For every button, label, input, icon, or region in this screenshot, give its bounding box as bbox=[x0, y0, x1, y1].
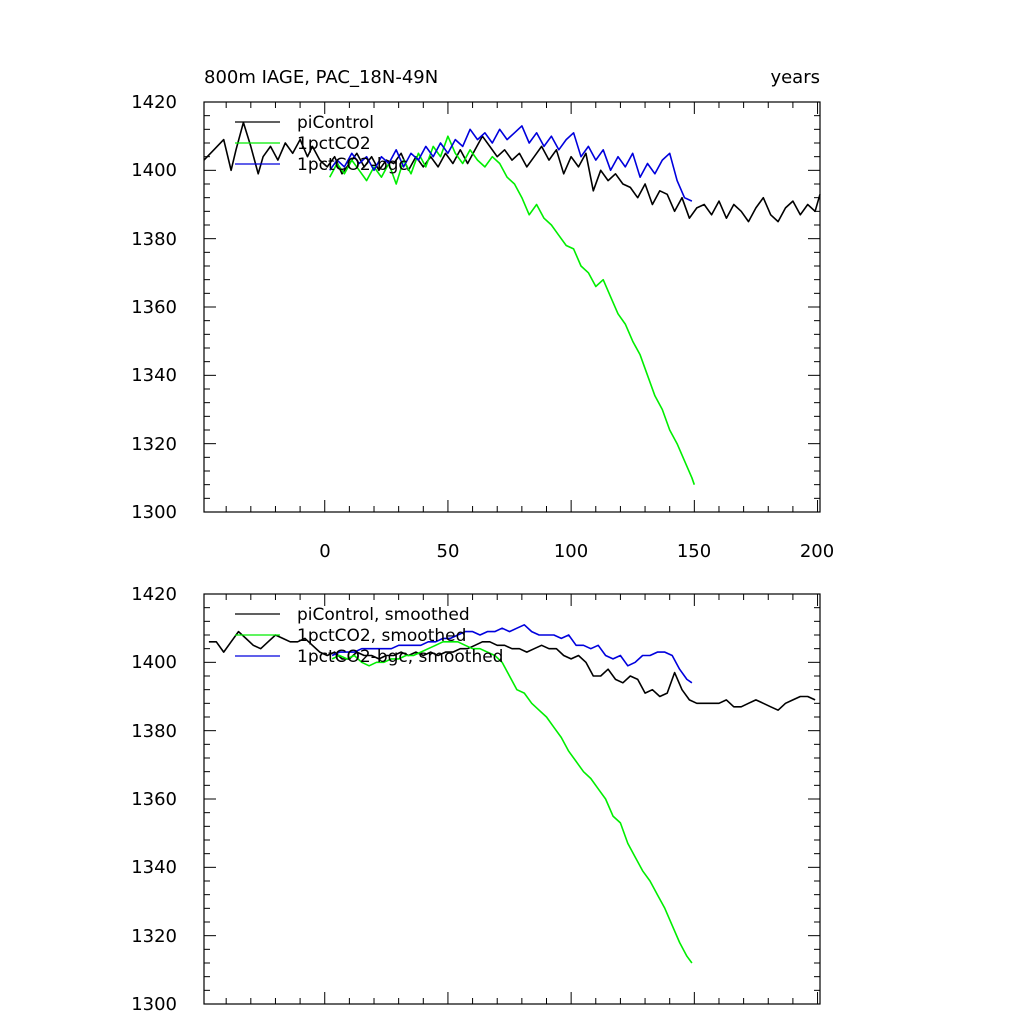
series-line-1pctco2 bbox=[328, 135, 696, 485]
y-tick-labels: 1300 1320 1340 1360 1380 1400 1420 bbox=[131, 92, 177, 523]
y-tick-label: 1360 bbox=[131, 297, 177, 318]
y-tick-label: 1340 bbox=[131, 365, 177, 386]
legend-label: 1pctCO2-bgc bbox=[297, 155, 408, 175]
x-axis-label: years bbox=[770, 67, 820, 88]
y-tick-label: 1320 bbox=[131, 926, 177, 947]
bottom-panel: 1300 1320 1340 1360 1380 1400 1420 piCon… bbox=[131, 584, 821, 1015]
series-line-1pctco2-bgc-smoothed bbox=[331, 623, 693, 684]
series-line-1pctco2-bgc bbox=[329, 125, 693, 202]
y-tick-label: 1380 bbox=[131, 721, 177, 742]
series-line-picontrol-smoothed bbox=[208, 630, 816, 712]
x-tick-label: 50 bbox=[437, 541, 460, 562]
x-tick-labels: 0 50 100 150 200 bbox=[319, 541, 834, 562]
legend: piControl 1pctCO2 1pctCO2-bgc bbox=[235, 113, 408, 175]
chart-title: 800m IAGE, PAC_18N-49N bbox=[204, 67, 438, 88]
top-panel: 800m IAGE, PAC_18N-49N years 1300 1320 1… bbox=[131, 67, 834, 562]
legend-label: piControl bbox=[297, 113, 374, 133]
tick-layer bbox=[204, 101, 820, 513]
y-tick-label: 1380 bbox=[131, 229, 177, 250]
y-tick-label: 1420 bbox=[131, 92, 177, 113]
y-tick-label: 1300 bbox=[131, 502, 177, 523]
series-line-1pctco2-smoothed bbox=[331, 640, 693, 964]
x-tick-label: 150 bbox=[677, 541, 711, 562]
y-tick-label: 1400 bbox=[131, 652, 177, 673]
series-line-picontrol bbox=[203, 121, 821, 223]
y-tick-label: 1400 bbox=[131, 160, 177, 181]
y-tick-label: 1340 bbox=[131, 857, 177, 878]
y-tick-label: 1320 bbox=[131, 434, 177, 455]
series-layer bbox=[208, 623, 816, 964]
tick-layer bbox=[204, 593, 820, 1005]
legend-label: 1pctCO2 bbox=[297, 134, 371, 154]
legend-label: 1pctCO2, smoothed bbox=[297, 626, 466, 646]
x-tick-label: 100 bbox=[554, 541, 588, 562]
y-tick-labels: 1300 1320 1340 1360 1380 1400 1420 bbox=[131, 584, 177, 1015]
legend-label: piControl, smoothed bbox=[297, 605, 470, 625]
y-tick-label: 1300 bbox=[131, 994, 177, 1015]
series-layer bbox=[203, 121, 821, 485]
x-tick-label: 200 bbox=[800, 541, 834, 562]
legend-label: 1pctCO2-bgc, smoothed bbox=[297, 647, 503, 667]
y-tick-label: 1420 bbox=[131, 584, 177, 605]
x-tick-label: 0 bbox=[319, 541, 330, 562]
y-tick-label: 1360 bbox=[131, 789, 177, 810]
legend: piControl, smoothed 1pctCO2, smoothed 1p… bbox=[235, 605, 503, 667]
